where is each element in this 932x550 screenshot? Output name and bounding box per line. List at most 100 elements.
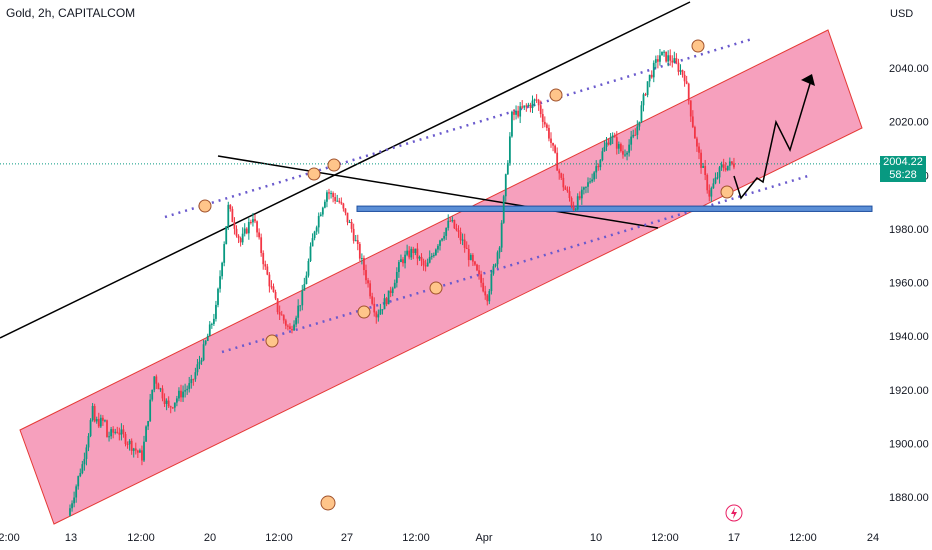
time-tick-label: 12:00 bbox=[402, 532, 430, 544]
candle-body bbox=[704, 166, 707, 176]
candle-body bbox=[508, 136, 511, 163]
candle-body bbox=[118, 432, 121, 435]
candle-body bbox=[196, 364, 199, 373]
candle-body bbox=[268, 274, 271, 287]
candle-body bbox=[437, 245, 439, 250]
candle-body bbox=[149, 399, 152, 422]
touch-marker bbox=[307, 167, 321, 181]
candle-body bbox=[212, 318, 215, 324]
candle-body bbox=[276, 298, 279, 313]
candle-body bbox=[95, 418, 98, 422]
flash-icon[interactable] bbox=[725, 504, 743, 522]
candle-body bbox=[636, 126, 639, 135]
candle-body bbox=[428, 257, 431, 263]
candle-body bbox=[167, 400, 170, 407]
candle-body bbox=[350, 221, 353, 229]
candle-body bbox=[256, 221, 258, 233]
candle-body bbox=[733, 163, 735, 168]
candle-body bbox=[182, 391, 184, 398]
candle-body bbox=[683, 74, 686, 82]
candle-body bbox=[235, 228, 238, 236]
touch-marker bbox=[429, 281, 443, 295]
candle-body bbox=[311, 238, 314, 247]
candle-body bbox=[617, 144, 620, 149]
candle-body bbox=[426, 262, 429, 267]
candle-body bbox=[562, 177, 565, 188]
candle-body bbox=[669, 55, 672, 61]
candle-body bbox=[284, 320, 287, 326]
candle-body bbox=[486, 295, 489, 302]
candle-body bbox=[75, 486, 78, 498]
candle-body bbox=[728, 161, 731, 166]
time-tick-label: 12:00 bbox=[789, 532, 817, 544]
candle-body bbox=[541, 114, 544, 122]
candle-body bbox=[319, 214, 322, 217]
candle-body bbox=[128, 440, 131, 445]
candle-body bbox=[342, 203, 345, 209]
candle-body bbox=[223, 244, 226, 263]
price-tick-label: 1980.00 bbox=[889, 224, 929, 236]
bar-countdown-badge: 58:28 bbox=[880, 168, 926, 182]
candle-body bbox=[698, 146, 700, 153]
candle-body bbox=[439, 240, 441, 246]
candle-body bbox=[165, 400, 168, 404]
candle-body bbox=[716, 177, 719, 179]
candle-body bbox=[254, 219, 256, 222]
candle-body bbox=[601, 151, 604, 161]
candle-body bbox=[159, 388, 162, 390]
candle-body bbox=[414, 248, 417, 254]
candle-body bbox=[110, 429, 113, 437]
candle-body bbox=[529, 104, 532, 109]
candle-body bbox=[412, 248, 415, 254]
candle-body bbox=[469, 254, 472, 261]
candle-body bbox=[356, 240, 359, 244]
candle-body bbox=[432, 254, 435, 257]
candle-body bbox=[134, 448, 137, 451]
candle-body bbox=[408, 250, 411, 258]
price-axis[interactable]: 2040.002020.002000.001980.001960.001940.… bbox=[889, 63, 929, 504]
time-axis[interactable]: 12:00 13 12:00 20 12:00 27 12:00 Apr 10 12:00 17 12… bbox=[0, 532, 879, 544]
candle-body bbox=[447, 220, 450, 228]
candle-body bbox=[393, 282, 396, 289]
candle-body bbox=[527, 104, 530, 107]
candle-body bbox=[301, 290, 304, 306]
touch-marker bbox=[691, 39, 705, 53]
candle-body bbox=[303, 283, 306, 291]
candle-body bbox=[656, 59, 659, 62]
candle-body bbox=[673, 58, 676, 63]
candle-body bbox=[449, 220, 452, 222]
candle-body bbox=[599, 160, 602, 168]
candle-body bbox=[245, 228, 248, 234]
candle-body bbox=[671, 60, 674, 63]
candle-body bbox=[237, 235, 240, 239]
candle-body bbox=[515, 110, 517, 115]
candle-body bbox=[626, 152, 628, 155]
candle-body bbox=[389, 290, 392, 294]
candle-body bbox=[124, 434, 127, 445]
candle-body bbox=[258, 232, 261, 238]
candle-body bbox=[249, 222, 252, 224]
candle-body bbox=[500, 222, 503, 248]
candle-body bbox=[219, 276, 221, 289]
candles-layer bbox=[69, 48, 735, 517]
candle-body bbox=[638, 121, 641, 127]
candle-body bbox=[455, 228, 458, 231]
candle-body bbox=[274, 292, 277, 299]
candle-body bbox=[582, 187, 585, 190]
candle-body bbox=[326, 192, 328, 202]
candle-body bbox=[369, 283, 372, 297]
candle-body bbox=[136, 450, 139, 453]
candle-body bbox=[360, 258, 363, 260]
candle-body bbox=[724, 168, 727, 171]
candle-body bbox=[494, 264, 497, 267]
candle-body bbox=[566, 189, 569, 192]
candle-body bbox=[667, 55, 670, 62]
candle-body bbox=[145, 426, 147, 442]
candle-body bbox=[574, 209, 577, 211]
candle-body bbox=[603, 146, 606, 152]
candle-body bbox=[77, 476, 80, 487]
candle-body bbox=[188, 383, 191, 389]
candle-body bbox=[506, 162, 509, 175]
candle-body bbox=[210, 323, 213, 325]
